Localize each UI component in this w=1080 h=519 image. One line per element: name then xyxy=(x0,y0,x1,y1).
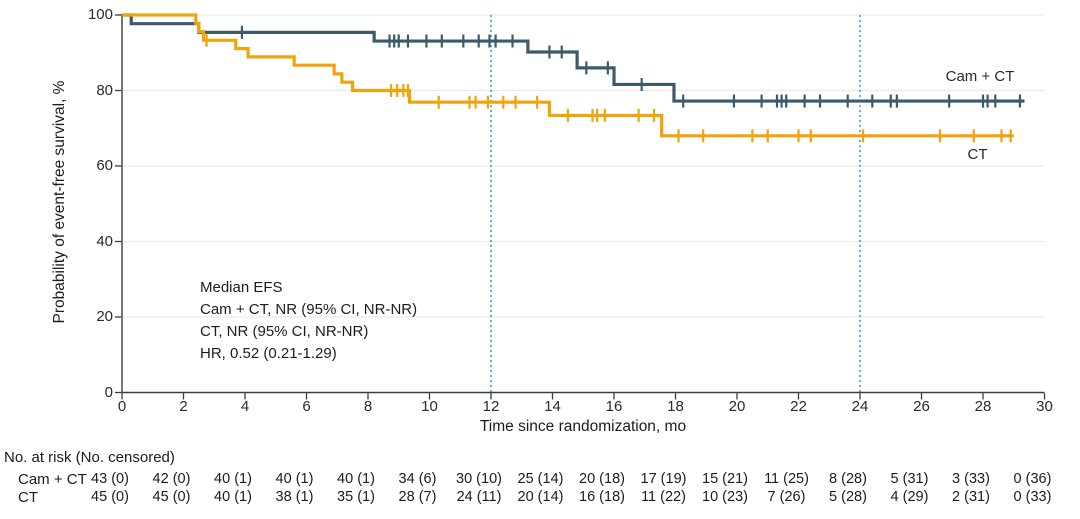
x-tick-label: 24 xyxy=(851,398,869,415)
x-tick-label: 28 xyxy=(974,398,992,415)
risk-cell: 28 (7) xyxy=(398,489,437,505)
risk-cell: 40 (1) xyxy=(214,489,252,505)
risk-cell: 0 (33) xyxy=(1013,489,1052,505)
y-tick-label: 100 xyxy=(87,6,113,23)
x-tick-label: 4 xyxy=(240,398,250,415)
risk-cell: 25 (14) xyxy=(517,471,564,487)
series-label-cam-ct: Cam + CT xyxy=(945,68,1015,85)
risk-cell: 2 (31) xyxy=(952,489,990,505)
risk-cell: 7 (26) xyxy=(767,489,806,505)
risk-cell: 38 (1) xyxy=(275,489,314,505)
risk-cell: 30 (10) xyxy=(456,471,502,487)
risk-cell: 17 (19) xyxy=(640,471,687,487)
x-tick-label: 16 xyxy=(605,398,623,415)
x-tick-label: 12 xyxy=(482,398,500,415)
annotation-line-median-efs: Median EFS xyxy=(200,279,283,296)
annotation-line-hr: HR, 0.52 (0.21-1.29) xyxy=(200,345,337,362)
risk-row-label-ct: CT xyxy=(18,489,38,506)
risk-cell: 40 (1) xyxy=(214,471,252,487)
series-label-ct: CT xyxy=(967,146,988,163)
annotation-line-ct: CT, NR (95% CI, NR-NR) xyxy=(200,323,369,340)
risk-cell: 20 (14) xyxy=(517,489,564,505)
risk-cell: 40 (1) xyxy=(337,471,375,487)
km-curve-ct xyxy=(122,13,1014,138)
risk-cell: 0 (36) xyxy=(1013,471,1052,487)
risk-cell: 45 (0) xyxy=(91,489,129,505)
x-tick-label: 14 xyxy=(544,398,561,415)
risk-cell: 11 (25) xyxy=(764,471,809,487)
risk-cell: 5 (28) xyxy=(829,489,867,505)
y-tick-label: 0 xyxy=(104,383,113,401)
x-tick-label: 0 xyxy=(117,398,127,415)
risk-cell: 15 (21) xyxy=(702,471,748,487)
risk-cell: 24 (11) xyxy=(456,489,502,505)
risk-cell: 45 (0) xyxy=(152,489,191,505)
risk-row-label-cam-ct: Cam + CT xyxy=(18,471,87,488)
x-tick-label: 26 xyxy=(913,398,930,415)
median-efs-annotation: Median EFS Cam + CT, NR (95% CI, NR-NR) … xyxy=(200,277,417,365)
risk-cell: 34 (6) xyxy=(398,471,437,487)
x-axis-title: Time since randomization, mo xyxy=(479,418,687,435)
risk-cell: 40 (1) xyxy=(275,471,314,487)
y-axis-title: Probability of event-free survival, % xyxy=(51,80,68,324)
risk-cell: 35 (1) xyxy=(337,489,375,505)
y-tick-label: 20 xyxy=(96,308,113,325)
risk-cell: 4 (29) xyxy=(890,489,929,505)
x-tick-label: 6 xyxy=(302,398,311,415)
risk-cell: 16 (18) xyxy=(579,489,625,505)
x-tick-label: 30 xyxy=(1036,398,1053,415)
km-curve-cam-ct xyxy=(122,13,1025,103)
x-tick-label: 22 xyxy=(790,398,807,415)
x-tick-label: 8 xyxy=(363,398,373,415)
risk-cell: 3 (33) xyxy=(952,471,990,487)
risk-cell: 10 (23) xyxy=(702,489,748,505)
risk-table-title: No. at risk (No. censored) xyxy=(4,449,175,466)
y-tick-label: 40 xyxy=(96,232,113,250)
annotation-line-cam-ct: Cam + CT, NR (95% CI, NR-NR) xyxy=(200,301,418,318)
risk-cell: 43 (0) xyxy=(91,471,129,487)
y-tick-label: 60 xyxy=(96,157,113,174)
risk-cell: 5 (31) xyxy=(890,471,929,487)
risk-cell: 42 (0) xyxy=(152,471,191,487)
risk-cell: 20 (18) xyxy=(579,471,625,487)
y-tick-label: 80 xyxy=(96,81,113,99)
x-tick-label: 10 xyxy=(421,398,438,415)
risk-cell: 8 (28) xyxy=(829,471,867,487)
x-tick-label: 18 xyxy=(667,398,684,415)
x-tick-label: 2 xyxy=(179,398,188,415)
x-tick-label: 20 xyxy=(728,398,746,415)
risk-cell: 11 (22) xyxy=(641,489,686,505)
